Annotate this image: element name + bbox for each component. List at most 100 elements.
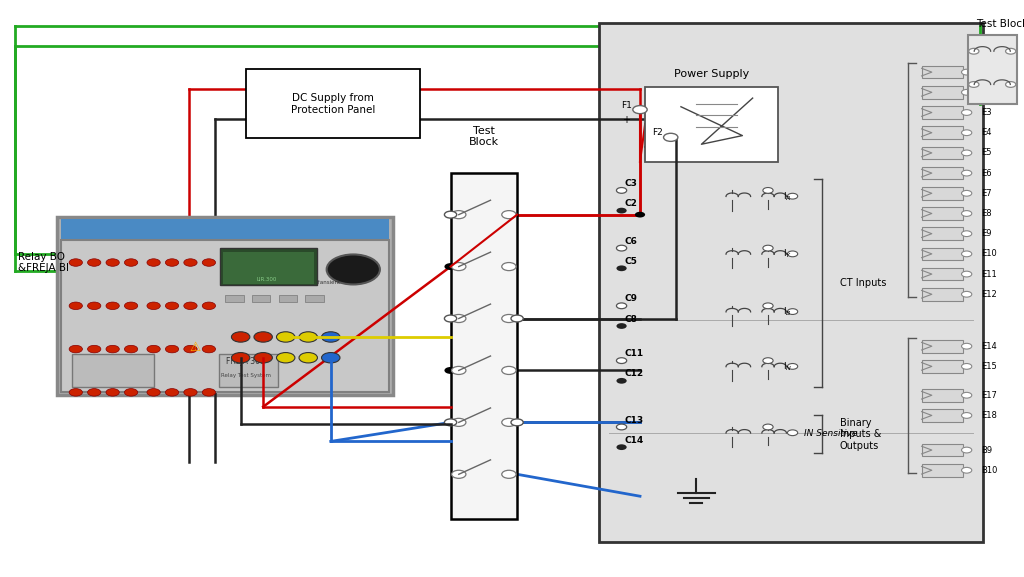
Circle shape xyxy=(502,211,516,219)
Circle shape xyxy=(787,251,798,257)
Text: B10: B10 xyxy=(981,466,997,475)
Circle shape xyxy=(616,245,627,251)
Text: E9: E9 xyxy=(981,229,991,238)
Circle shape xyxy=(763,424,773,430)
Text: I$_{N}$: I$_{N}$ xyxy=(783,361,793,373)
Text: C3: C3 xyxy=(625,179,638,188)
Text: DC Supply from
Protection Panel: DC Supply from Protection Panel xyxy=(291,93,375,115)
Circle shape xyxy=(962,364,972,369)
Bar xyxy=(922,167,963,179)
Circle shape xyxy=(105,346,119,353)
Text: LIR.300: LIR.300 xyxy=(256,278,276,282)
Circle shape xyxy=(202,259,215,267)
Circle shape xyxy=(969,48,979,54)
Circle shape xyxy=(962,190,972,196)
Bar xyxy=(922,444,963,456)
Bar xyxy=(922,86,963,99)
Circle shape xyxy=(452,418,466,426)
Circle shape xyxy=(147,302,160,310)
Text: C2: C2 xyxy=(625,199,638,208)
Circle shape xyxy=(787,430,798,436)
Circle shape xyxy=(962,211,972,216)
Circle shape xyxy=(616,303,627,309)
Circle shape xyxy=(962,447,972,453)
Bar xyxy=(922,66,963,78)
Circle shape xyxy=(87,302,100,310)
Bar xyxy=(246,69,420,138)
Text: C13: C13 xyxy=(625,415,644,425)
Circle shape xyxy=(105,259,119,267)
Text: CT Inputs: CT Inputs xyxy=(840,278,886,288)
Circle shape xyxy=(184,346,197,353)
Text: E8: E8 xyxy=(981,209,991,218)
Circle shape xyxy=(1006,48,1016,54)
Circle shape xyxy=(502,263,516,271)
Bar xyxy=(61,219,389,240)
Circle shape xyxy=(616,208,627,213)
Circle shape xyxy=(87,259,100,267)
Text: E3: E3 xyxy=(981,108,991,117)
Circle shape xyxy=(322,353,340,363)
Text: C14: C14 xyxy=(625,436,644,445)
Circle shape xyxy=(444,263,457,270)
Bar xyxy=(223,252,314,284)
Text: C11: C11 xyxy=(625,349,644,358)
Circle shape xyxy=(962,251,972,257)
Bar xyxy=(305,295,324,302)
Circle shape xyxy=(231,332,250,342)
Circle shape xyxy=(616,265,627,271)
Text: C6: C6 xyxy=(625,237,638,246)
Circle shape xyxy=(502,418,516,426)
Text: C9: C9 xyxy=(625,294,638,304)
Circle shape xyxy=(763,303,773,309)
Circle shape xyxy=(962,343,972,349)
Text: E11: E11 xyxy=(981,269,996,279)
Circle shape xyxy=(763,188,773,193)
Circle shape xyxy=(231,353,250,363)
Circle shape xyxy=(69,302,83,310)
Circle shape xyxy=(147,389,160,396)
Text: E4: E4 xyxy=(981,128,991,137)
Circle shape xyxy=(125,389,137,396)
Circle shape xyxy=(202,302,215,310)
Text: E1: E1 xyxy=(981,68,991,77)
Circle shape xyxy=(444,367,457,374)
Circle shape xyxy=(452,263,466,271)
Circle shape xyxy=(299,332,317,342)
Bar xyxy=(252,295,270,302)
Circle shape xyxy=(962,110,972,115)
Text: I$_{R}$: I$_{R}$ xyxy=(783,190,792,203)
Text: C5: C5 xyxy=(625,257,638,266)
Circle shape xyxy=(616,323,627,329)
Circle shape xyxy=(184,259,197,267)
Circle shape xyxy=(276,332,295,342)
Circle shape xyxy=(184,389,197,396)
Circle shape xyxy=(165,346,178,353)
Bar xyxy=(72,354,154,387)
Text: E5: E5 xyxy=(981,148,991,158)
Circle shape xyxy=(635,212,645,218)
Circle shape xyxy=(452,211,466,219)
Circle shape xyxy=(165,302,178,310)
Circle shape xyxy=(969,81,979,87)
Circle shape xyxy=(184,302,197,310)
Text: Transient: Transient xyxy=(315,280,340,290)
Circle shape xyxy=(616,378,627,384)
Circle shape xyxy=(502,314,516,323)
Circle shape xyxy=(664,133,678,141)
Circle shape xyxy=(616,358,627,364)
Circle shape xyxy=(125,259,137,267)
Circle shape xyxy=(502,470,516,478)
Text: E10: E10 xyxy=(981,249,996,258)
Circle shape xyxy=(962,130,972,136)
Bar xyxy=(922,126,963,139)
Circle shape xyxy=(962,291,972,297)
Circle shape xyxy=(444,419,457,426)
Circle shape xyxy=(962,231,972,237)
Circle shape xyxy=(962,69,972,75)
Text: E17: E17 xyxy=(981,391,997,400)
Bar xyxy=(922,409,963,422)
Circle shape xyxy=(1006,81,1016,87)
Circle shape xyxy=(616,424,627,430)
Text: C12: C12 xyxy=(625,369,644,379)
